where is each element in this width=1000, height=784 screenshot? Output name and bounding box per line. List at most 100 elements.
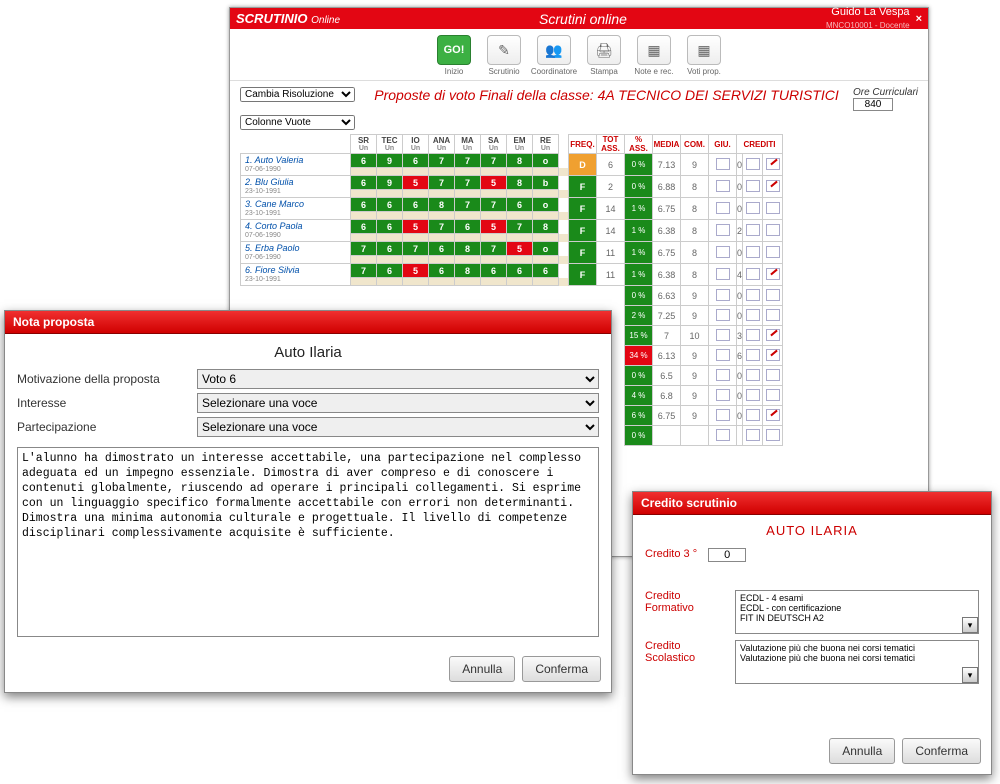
grade-cell[interactable]: 6	[403, 154, 429, 168]
giu-cell[interactable]	[709, 326, 737, 346]
crediti-edit[interactable]	[743, 426, 763, 446]
grade-cell[interactable]: 5	[403, 264, 429, 278]
giu-cell[interactable]	[709, 346, 737, 366]
credito-formativo-list[interactable]: ECDL - 4 esamiECDL - con certificazioneF…	[735, 590, 979, 634]
giu-cell[interactable]	[709, 406, 737, 426]
grade-cell[interactable]: 7	[481, 242, 507, 256]
grade-cell[interactable]: o	[533, 154, 559, 168]
grade-cell[interactable]: b	[533, 176, 559, 190]
tool-voti[interactable]: ▦Voti prop.	[679, 35, 729, 76]
close-icon[interactable]: ×	[916, 13, 922, 25]
crediti-edit[interactable]	[743, 154, 763, 176]
grade-cell[interactable]: 9	[377, 154, 403, 168]
list-item[interactable]: ECDL - con certificazione	[740, 603, 974, 613]
grade-cell[interactable]: 7	[455, 198, 481, 212]
grade-cell[interactable]: 6	[507, 198, 533, 212]
credito-cancel-button[interactable]: Annulla	[829, 738, 895, 764]
crediti-edit[interactable]	[743, 406, 763, 426]
nota-textarea[interactable]	[17, 447, 599, 637]
grade-cell[interactable]: 5	[403, 220, 429, 234]
giu-cell[interactable]	[709, 264, 737, 286]
student-name[interactable]: 6. Fiore Silvia23-10-1991	[241, 264, 351, 286]
crediti-for[interactable]	[763, 406, 783, 426]
list-item[interactable]: Valutazione più che buona nei corsi tema…	[740, 643, 974, 653]
grade-cell[interactable]: 5	[481, 220, 507, 234]
tool-note[interactable]: ▦Note e rec.	[629, 35, 679, 76]
crediti-for[interactable]	[763, 286, 783, 306]
grade-cell[interactable]: 6	[351, 198, 377, 212]
grade-cell[interactable]: 7	[403, 242, 429, 256]
grade-cell[interactable]: 6	[377, 198, 403, 212]
grade-cell[interactable]: 6	[429, 242, 455, 256]
grade-cell[interactable]: 7	[351, 242, 377, 256]
nota-cancel-button[interactable]: Annulla	[449, 656, 515, 682]
student-name[interactable]: 3. Cane Marco23-10-1991	[241, 198, 351, 220]
crediti-for[interactable]	[763, 242, 783, 264]
grade-cell[interactable]: 7	[429, 154, 455, 168]
grade-cell[interactable]: 6	[429, 264, 455, 278]
credito-scolastico-list[interactable]: Valutazione più che buona nei corsi tema…	[735, 640, 979, 684]
crediti-edit[interactable]	[743, 326, 763, 346]
giu-cell[interactable]	[709, 176, 737, 198]
list-item[interactable]: ECDL - 4 esami	[740, 593, 974, 603]
grade-cell[interactable]: 6	[377, 242, 403, 256]
grade-cell[interactable]: 7	[481, 198, 507, 212]
motivazione-select[interactable]: Voto 6	[197, 369, 599, 389]
grade-cell[interactable]: 8	[455, 264, 481, 278]
tool-go[interactable]: GO!Inizio	[429, 35, 479, 76]
risoluzione-select[interactable]: Cambia Risoluzione	[240, 87, 355, 102]
credito3-input[interactable]	[708, 548, 746, 562]
crediti-edit[interactable]	[743, 366, 763, 386]
crediti-edit[interactable]	[743, 286, 763, 306]
grade-cell[interactable]: 5	[403, 176, 429, 190]
crediti-edit[interactable]	[743, 242, 763, 264]
crediti-edit[interactable]	[743, 346, 763, 366]
grade-cell[interactable]: 7	[455, 154, 481, 168]
crediti-edit[interactable]	[743, 198, 763, 220]
grade-cell[interactable]: 9	[377, 176, 403, 190]
student-name[interactable]: 2. Blu Giulia23-10-1991	[241, 176, 351, 198]
grade-cell[interactable]: 8	[429, 198, 455, 212]
tool-stampa[interactable]: 🖨Stampa	[579, 35, 629, 76]
chevron-down-icon[interactable]: ▾	[962, 617, 978, 633]
colonne-select[interactable]: Colonne Vuote	[240, 115, 355, 130]
crediti-for[interactable]	[763, 154, 783, 176]
crediti-for[interactable]	[763, 366, 783, 386]
student-name[interactable]: 1. Auto Valeria07-06-1990	[241, 154, 351, 176]
crediti-edit[interactable]	[743, 220, 763, 242]
giu-cell[interactable]	[709, 386, 737, 406]
grade-cell[interactable]: 8	[507, 176, 533, 190]
grade-cell[interactable]: 6	[455, 220, 481, 234]
crediti-edit[interactable]	[743, 306, 763, 326]
grade-cell[interactable]: 8	[455, 242, 481, 256]
giu-cell[interactable]	[709, 220, 737, 242]
grade-cell[interactable]: 6	[351, 154, 377, 168]
grade-cell[interactable]: 7	[481, 154, 507, 168]
crediti-for[interactable]	[763, 346, 783, 366]
giu-cell[interactable]	[709, 242, 737, 264]
chevron-down-icon[interactable]: ▾	[962, 667, 978, 683]
crediti-edit[interactable]	[743, 176, 763, 198]
nota-confirm-button[interactable]: Conferma	[522, 656, 601, 682]
giu-cell[interactable]	[709, 198, 737, 220]
giu-cell[interactable]	[709, 286, 737, 306]
giu-cell[interactable]	[709, 426, 737, 446]
grade-cell[interactable]: 6	[351, 220, 377, 234]
grade-cell[interactable]: 8	[507, 154, 533, 168]
grade-cell[interactable]: o	[533, 198, 559, 212]
crediti-for[interactable]	[763, 386, 783, 406]
crediti-for[interactable]	[763, 326, 783, 346]
grade-cell[interactable]: 6	[533, 264, 559, 278]
grade-cell[interactable]: 5	[507, 242, 533, 256]
grade-cell[interactable]: 7	[455, 176, 481, 190]
crediti-edit[interactable]	[743, 264, 763, 286]
grade-cell[interactable]: 6	[481, 264, 507, 278]
interesse-select[interactable]: Selezionare una voce	[197, 393, 599, 413]
crediti-for[interactable]	[763, 176, 783, 198]
credito-confirm-button[interactable]: Conferma	[902, 738, 981, 764]
giu-cell[interactable]	[709, 306, 737, 326]
giu-cell[interactable]	[709, 366, 737, 386]
crediti-for[interactable]	[763, 426, 783, 446]
student-name[interactable]: 4. Corto Paola07-06-1990	[241, 220, 351, 242]
ore-input[interactable]	[853, 98, 893, 111]
